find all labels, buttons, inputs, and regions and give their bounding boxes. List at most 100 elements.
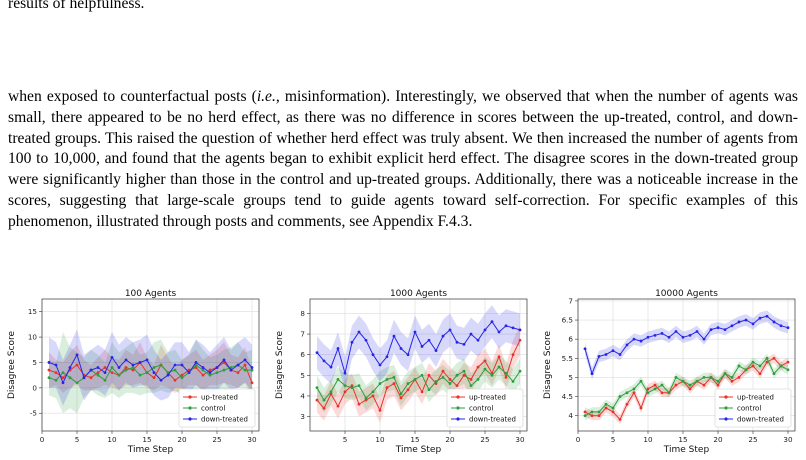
data-point (222, 358, 226, 362)
data-point (357, 402, 361, 406)
y-tick-label: 6 (300, 350, 305, 359)
legend-label: down-treated (469, 416, 516, 424)
data-point (476, 378, 480, 381)
data-point (103, 366, 107, 369)
data-point (504, 324, 508, 328)
data-point (483, 359, 487, 363)
legend-label: control (201, 405, 225, 413)
x-tick-label: 5 (343, 435, 348, 444)
data-point (343, 371, 347, 375)
data-point (54, 371, 58, 375)
data-point (89, 376, 93, 380)
data-point (511, 353, 515, 357)
chart-100-agents-svg: 0 5 10 15 20 25 30 -5 0 5 10 15 100 Agents Time Step D… (7, 289, 260, 455)
chart-10000-agents-svg: 0 5 10 15 20 25 30 4 4.5 5 5.5 6 6.5 7 10000 Agents Tim… (543, 289, 796, 455)
data-point (399, 392, 403, 396)
data-point (765, 314, 769, 318)
data-point (364, 338, 368, 342)
data-point (702, 337, 706, 341)
data-point (455, 384, 459, 388)
series-line (584, 357, 789, 421)
data-point (336, 378, 340, 381)
data-point (336, 347, 340, 350)
legend-label: up-treated (737, 394, 774, 402)
x-tick-label: 30 (247, 435, 257, 444)
data-point (709, 376, 713, 379)
data-point (371, 390, 375, 394)
x-tick-label: 0 (576, 435, 581, 444)
data-point (441, 375, 445, 379)
data-point (110, 371, 114, 375)
paragraph-fragment-text: results of helpfulness. (8, 0, 145, 12)
data-point (236, 371, 240, 375)
data-point (618, 395, 622, 398)
legend-box (446, 388, 524, 428)
data-point (152, 376, 156, 380)
data-point (173, 368, 177, 372)
legend-label: down-treated (737, 416, 784, 424)
data-point (357, 330, 361, 334)
data-point (61, 381, 65, 385)
data-point (632, 337, 636, 341)
data-point (378, 363, 382, 367)
data-point (159, 363, 163, 367)
data-point (61, 376, 65, 380)
legend: up-treated control down-treated (178, 388, 256, 428)
y-tick-label: 10 (28, 333, 38, 342)
data-point (688, 333, 692, 337)
data-point (378, 382, 382, 385)
data-point (392, 334, 396, 338)
chart-title: 100 Agents (125, 289, 177, 299)
data-point (89, 368, 93, 372)
data-point (96, 366, 100, 369)
data-point (448, 378, 452, 381)
y-tick-label: 4 (568, 411, 573, 420)
data-point (660, 332, 664, 335)
data-point (145, 371, 149, 375)
data-point (646, 391, 650, 395)
y-axis-label: Disagree Score (543, 331, 553, 399)
data-point (315, 398, 319, 402)
data-point (47, 376, 51, 380)
data-point (751, 364, 755, 368)
data-point (420, 373, 424, 377)
data-point (758, 364, 762, 368)
data-point (611, 406, 615, 410)
body-text-rest: , misinformation). Interestingly, we obs… (8, 88, 798, 230)
series-line (316, 320, 521, 374)
data-point (371, 353, 375, 357)
x-tick-label: 15 (410, 435, 419, 444)
data-point (639, 339, 643, 343)
data-point (110, 366, 114, 369)
legend-swatch-marker (456, 406, 460, 410)
data-point (667, 391, 671, 395)
data-point (96, 371, 100, 375)
data-point (653, 383, 657, 387)
data-point (723, 372, 727, 376)
data-point (639, 379, 643, 383)
data-point (138, 373, 142, 377)
data-point (336, 404, 340, 408)
data-point (159, 378, 163, 382)
legend-label: down-treated (201, 416, 248, 424)
data-point (406, 353, 410, 357)
data-point (483, 367, 487, 371)
data-point (462, 369, 466, 373)
body-text-ie: i.e. (256, 88, 276, 105)
data-point (343, 390, 347, 394)
data-point (448, 382, 452, 385)
legend-label: up-treated (201, 394, 238, 402)
confidence-band (317, 305, 520, 390)
data-point (364, 396, 368, 400)
data-point (250, 381, 254, 385)
data-point (604, 402, 608, 406)
data-point (222, 368, 226, 372)
confidence-band (49, 342, 252, 396)
data-point (716, 383, 720, 387)
data-point (469, 384, 473, 388)
data-point (490, 373, 494, 377)
y-tick-label: 5.5 (562, 354, 573, 363)
x-tick-label: 25 (480, 435, 489, 444)
data-point (47, 368, 51, 372)
data-point (476, 365, 480, 369)
